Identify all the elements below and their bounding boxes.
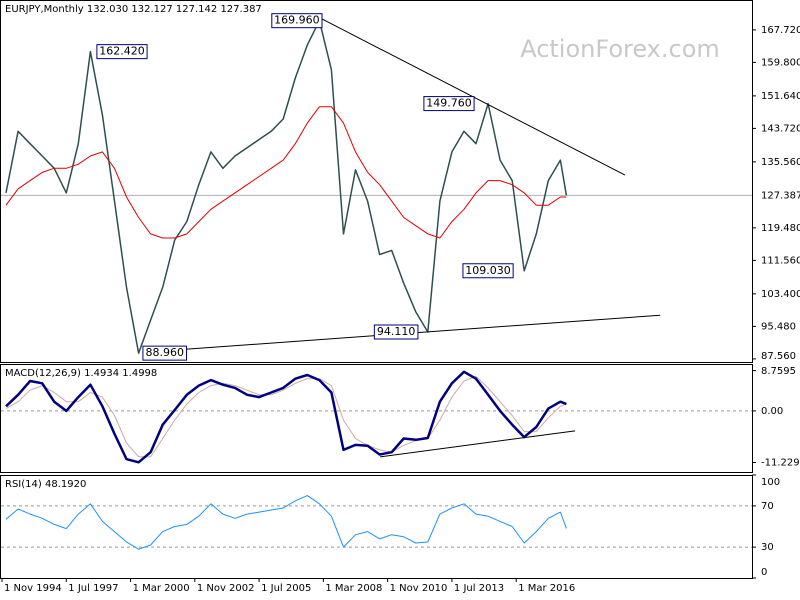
- x-tick-label: 1 Jul 2005: [261, 583, 311, 594]
- series-line: [5, 19, 568, 354]
- x-tick-label: 1 Mar 2016: [518, 583, 575, 594]
- panel-title: EURJPY,Monthly 132.030 132.127 127.142 1…: [5, 4, 262, 15]
- panel-title: RSI(14) 48.1920: [5, 479, 86, 490]
- x-tick-label: 1 Mar 2000: [133, 583, 190, 594]
- annotation-box: [373, 324, 419, 340]
- y-tick-label: 103.400: [761, 289, 800, 300]
- y-tick-label: 151.640: [761, 91, 800, 102]
- annotation-box: [271, 13, 323, 29]
- x-tick-label: 1 Mar 2008: [325, 583, 382, 594]
- annotation-box: [142, 345, 188, 361]
- annotation-label: 88.960: [145, 346, 184, 359]
- annotation-box: [96, 44, 148, 60]
- x-tick-label: 1 Nov 2010: [390, 583, 448, 594]
- y-tick-label: 135.560: [761, 157, 800, 168]
- y-tick-label: 95.480: [761, 321, 796, 332]
- x-tick-label: 1 Nov 1994: [4, 583, 62, 594]
- watermark: ActionForex.com: [520, 35, 720, 63]
- y-tick-label: 0.00: [761, 406, 783, 417]
- x-tick-label: 1 Nov 2002: [197, 583, 255, 594]
- series-line: [5, 370, 567, 464]
- y-tick-label: 70: [761, 501, 774, 512]
- series-line: [5, 106, 567, 239]
- x-tick-label: 1 Jul 1997: [68, 583, 118, 594]
- trendline: [380, 430, 576, 458]
- y-tick-label: 111.560: [761, 255, 800, 266]
- panel-frame: [0, 475, 753, 579]
- panel-title: MACD(12,26,9) 1.4934 1.4998: [5, 368, 157, 379]
- series-line: [5, 495, 567, 550]
- y-tick-label: 100: [761, 477, 780, 488]
- annotation-box: [462, 263, 514, 279]
- annotation-label: 109.030: [465, 264, 511, 277]
- annotation-box: [423, 96, 475, 112]
- annotation-label: 94.110: [377, 325, 416, 338]
- y-tick-label: -11.2299: [761, 457, 800, 468]
- x-tick-label: 1 Jul 2013: [454, 583, 504, 594]
- y-tick-label: 8.7595: [761, 366, 796, 377]
- y-tick-label: 167.720: [761, 25, 800, 36]
- y-tick-label: 0: [761, 567, 767, 578]
- annotation-label: 169.960: [274, 14, 320, 27]
- y-tick-label: 143.720: [761, 123, 800, 134]
- y-tick-label: 30: [761, 542, 774, 553]
- last-price-label: 127.387: [761, 190, 800, 201]
- annotation-label: 149.760: [426, 97, 472, 110]
- y-tick-label: 119.480: [761, 223, 800, 234]
- annotation-label: 162.420: [99, 45, 145, 58]
- y-tick-label: 159.800: [761, 57, 800, 68]
- y-tick-label: 87.560: [761, 351, 796, 362]
- series-line: [5, 375, 567, 458]
- panel-frame: [0, 364, 753, 473]
- panel-frame: [0, 0, 753, 363]
